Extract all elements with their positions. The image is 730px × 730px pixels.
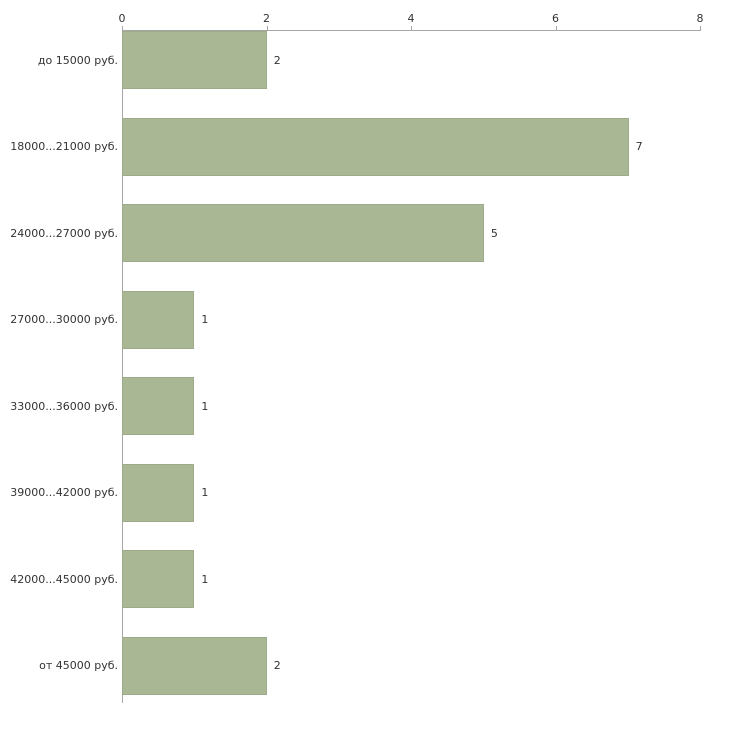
- y-axis-line: [122, 30, 123, 703]
- bar: [122, 117, 629, 176]
- bar-row: 27000...30000 руб. 1: [0, 290, 730, 378]
- category-label: от 45000 руб.: [39, 659, 118, 672]
- x-tick-mark: [555, 26, 557, 30]
- bar: [122, 636, 267, 695]
- value-label: 5: [490, 226, 498, 240]
- bar-row: 18000...21000 руб. 7: [0, 117, 730, 205]
- bar-row: 33000...36000 руб. 1: [0, 377, 730, 464]
- bar: [122, 550, 195, 608]
- value-label: 7: [635, 140, 643, 153]
- category-label: 18000...21000 руб.: [10, 140, 118, 153]
- category-label: 33000...36000 руб.: [10, 399, 118, 413]
- bar-row: 24000...27000 руб. 5: [0, 204, 730, 291]
- bar-row: 39000...42000 руб. 1: [0, 463, 730, 551]
- value-label: 1: [201, 572, 209, 586]
- bar-rows: до 15000 руб. 2 18000...21000 руб. 7 24000..…: [0, 31, 730, 723]
- bar-track: 1: [122, 377, 701, 435]
- x-tick-mark: [411, 26, 412, 30]
- bar: [122, 463, 195, 522]
- x-tick-mark: [266, 26, 268, 30]
- bar-track: 1: [122, 463, 701, 522]
- value-label: 2: [273, 659, 281, 672]
- value-label: 1: [201, 313, 209, 326]
- bar-row: от 45000 руб. 2: [0, 636, 730, 724]
- bar-track: 2: [122, 31, 701, 89]
- x-tick-mark: [122, 26, 123, 30]
- bar-track: 2: [122, 636, 701, 695]
- bar-row: 42000...45000 руб. 1: [0, 550, 730, 637]
- bar-track: 1: [122, 290, 701, 349]
- category-label: 27000...30000 руб.: [10, 313, 118, 326]
- bar: [122, 377, 195, 435]
- bar: [122, 290, 195, 349]
- category-label: 24000...27000 руб.: [10, 226, 118, 240]
- bar-track: 7: [122, 117, 701, 176]
- x-tick-mark: [700, 26, 701, 30]
- bar-track: 5: [122, 204, 701, 262]
- x-tick-label: 8: [696, 12, 704, 25]
- x-tick-label: 4: [407, 12, 415, 25]
- category-label: 42000...45000 руб.: [10, 572, 118, 586]
- category-label: до 15000 руб.: [37, 53, 118, 67]
- value-label: 1: [201, 486, 209, 499]
- bar: [122, 31, 267, 89]
- value-label: 1: [201, 399, 209, 413]
- bar: [122, 204, 484, 262]
- x-axis-line: [122, 30, 701, 31]
- bar-track: 1: [122, 550, 701, 608]
- bar-row: до 15000 руб. 2: [0, 31, 730, 118]
- category-label: 39000...42000 руб.: [10, 486, 118, 499]
- x-tick-label: 6: [552, 12, 559, 25]
- x-tick-label: 0: [118, 12, 126, 25]
- value-label: 2: [273, 53, 281, 67]
- x-tick-label: 2: [263, 12, 270, 25]
